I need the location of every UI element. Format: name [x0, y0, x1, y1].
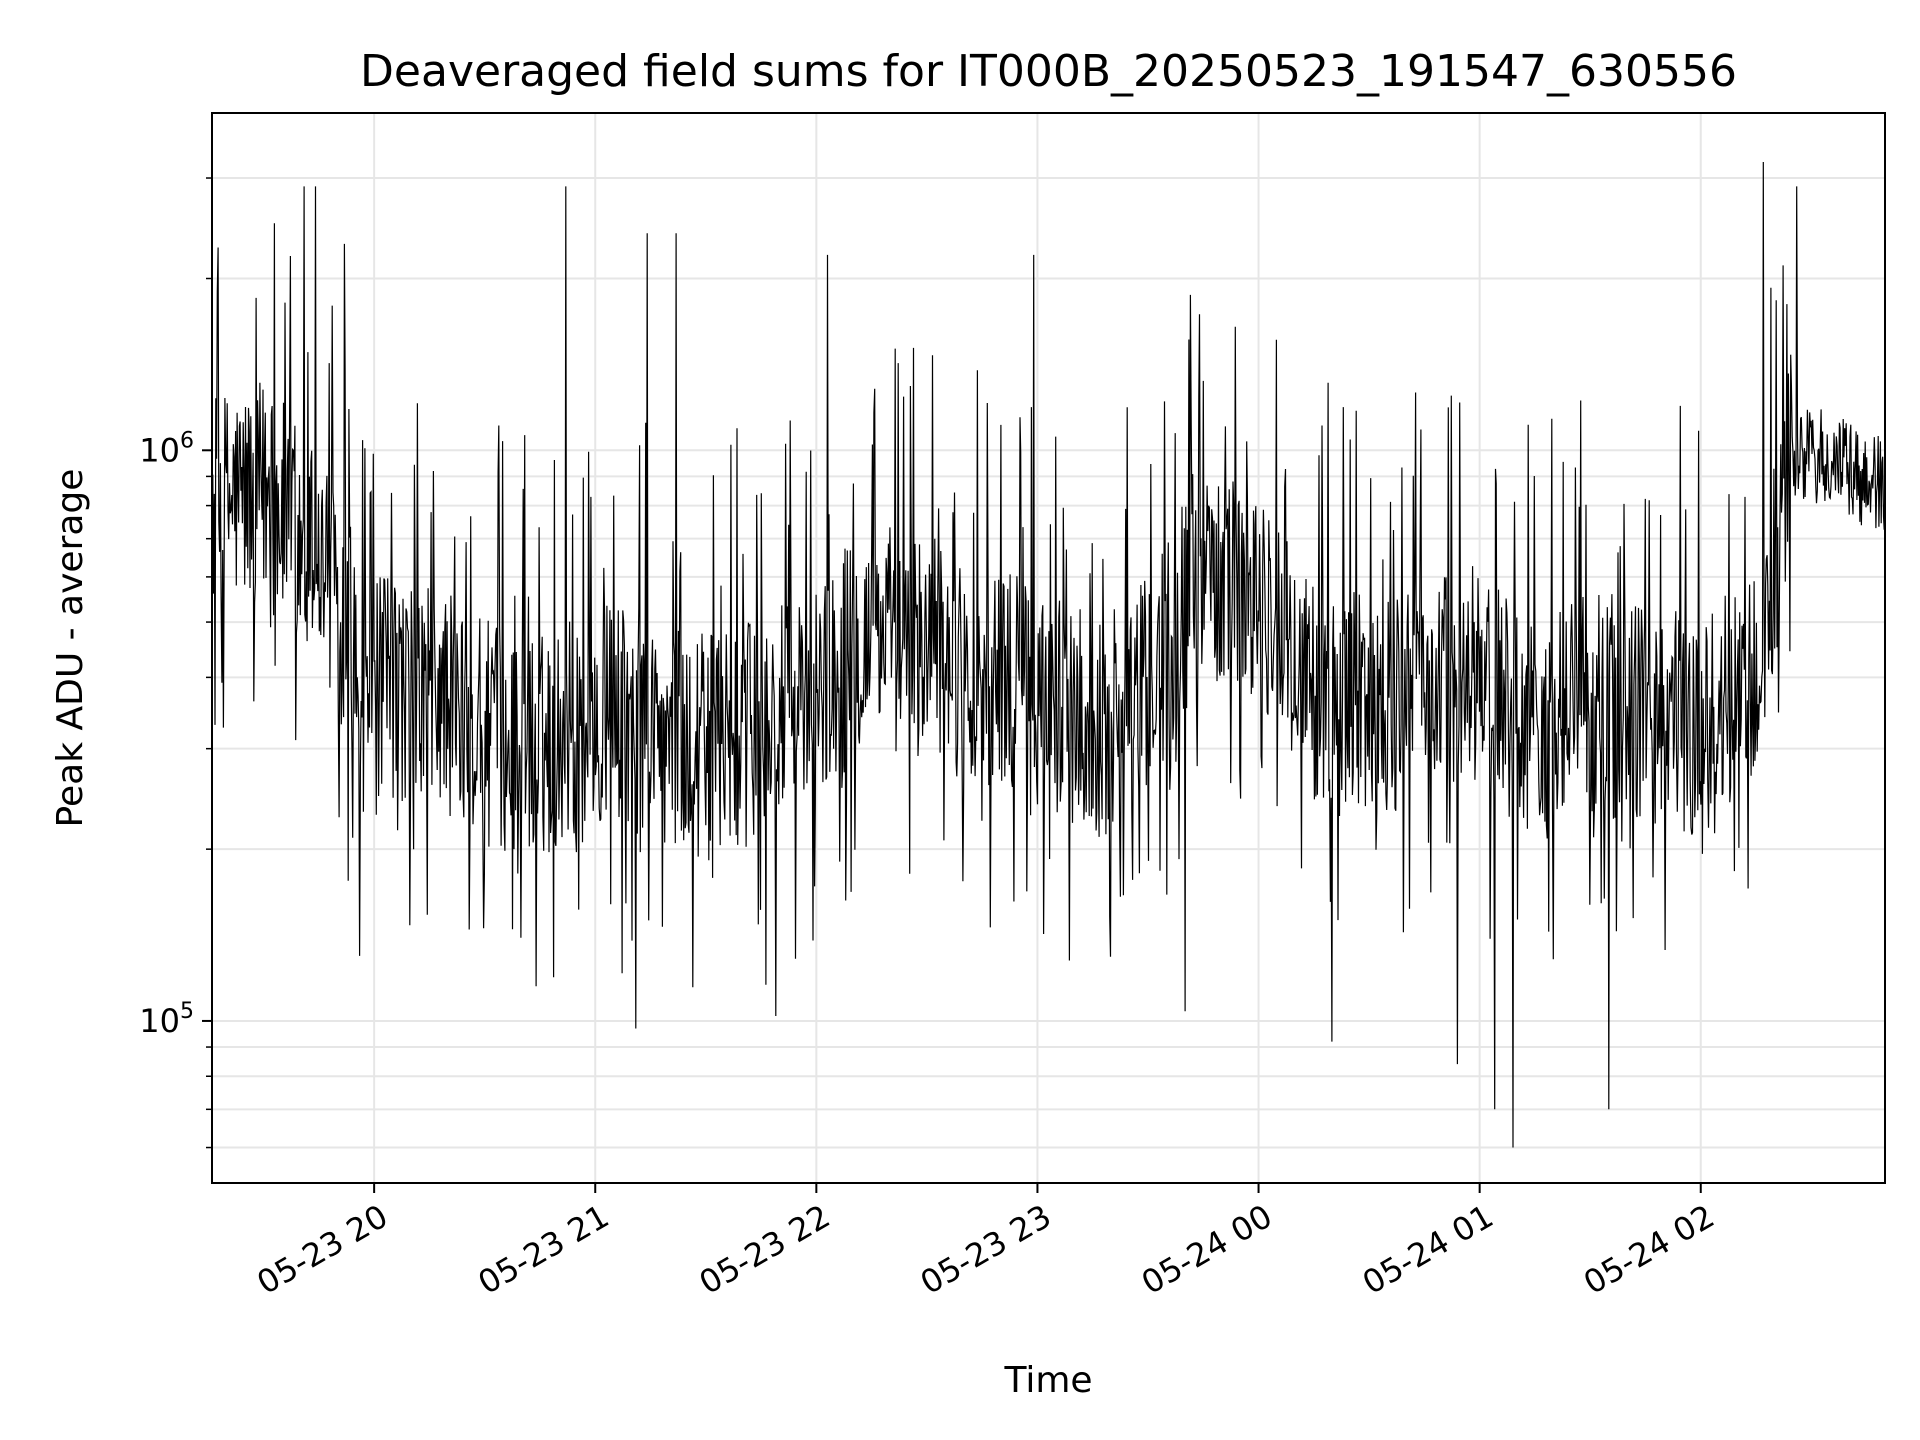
x-tick-label: 05-23 20 — [251, 1197, 395, 1302]
plot-frame — [211, 112, 1886, 1184]
x-tick-label: 05-24 01 — [1356, 1197, 1500, 1302]
series-line — [211, 161, 1886, 1148]
y-tick-label: 105 — [139, 999, 194, 1040]
y-tick-label: 106 — [139, 428, 194, 469]
chart-title: Deaveraged field sums for IT000B_2025052… — [360, 46, 1737, 97]
x-tick-label: 05-24 02 — [1577, 1197, 1721, 1302]
x-ticks: 05-23 20 05-23 21 05-23 22 05-23 23 05-24 00… — [251, 1183, 1721, 1302]
y-ticks: 105 106 — [139, 177, 212, 1149]
x-tick-label: 05-23 21 — [472, 1197, 616, 1302]
y-axis-title: Peak ADU - average — [50, 469, 91, 828]
x-tick-label: 05-23 23 — [914, 1197, 1058, 1302]
x-tick-label: 05-24 00 — [1135, 1197, 1279, 1302]
x-tick-label: 05-23 22 — [693, 1197, 837, 1302]
series-layer — [211, 161, 1886, 1148]
x-axis-title: Time — [1003, 1360, 1092, 1401]
